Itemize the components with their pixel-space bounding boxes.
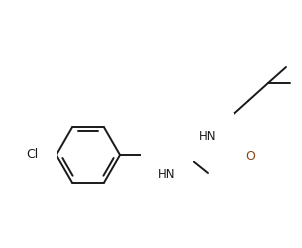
Text: O: O	[245, 151, 255, 163]
Text: Cl: Cl	[26, 149, 38, 161]
Text: HN: HN	[199, 130, 217, 144]
Text: HN: HN	[158, 167, 176, 181]
